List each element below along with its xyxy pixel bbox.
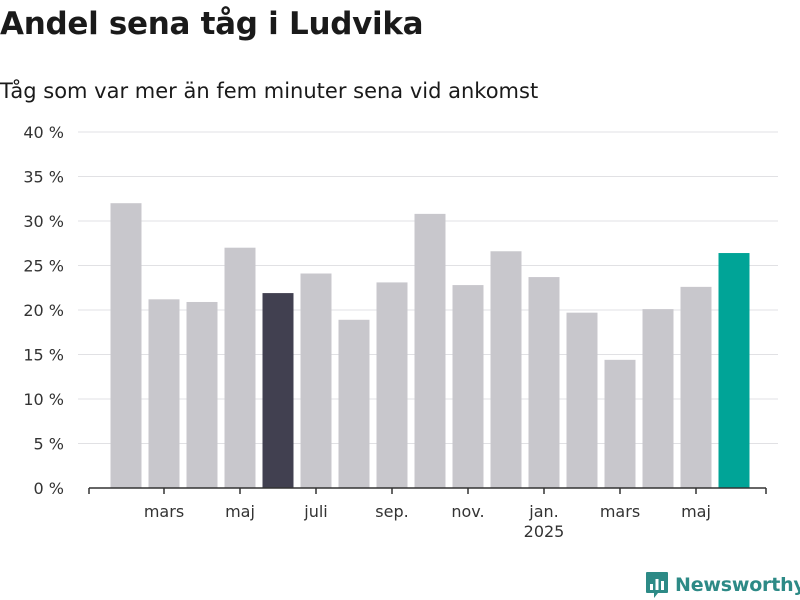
bar-2024-08	[338, 319, 370, 488]
y-axis-labels: 0 % 5 % 10 % 15 % 20 % 25 % 30 % 35 % 40 %	[23, 123, 64, 498]
newsworthy-logo-icon	[646, 572, 668, 598]
y-tick-label: 20 %	[23, 301, 64, 320]
chart-bars	[110, 203, 750, 488]
x-tick-label: mars	[600, 502, 640, 521]
y-tick-label: 25 %	[23, 257, 64, 276]
bar-2025-02	[566, 312, 598, 488]
bar-2025-06	[718, 253, 750, 488]
bar-2024-04	[186, 301, 218, 488]
x-tick-label: maj	[225, 502, 255, 521]
newsworthy-brand: Newsworthy	[645, 570, 800, 600]
bar-2024-03	[148, 299, 180, 488]
y-tick-label: 0 %	[34, 479, 64, 498]
page-subtitle: Tåg som var mer än fem minuter sena vid …	[0, 79, 539, 103]
bar-2025-04	[642, 309, 674, 488]
x-tick-label: maj	[681, 502, 711, 521]
bar-2025-05	[680, 286, 712, 488]
y-tick-label: 35 %	[23, 168, 64, 187]
page-title: Andel sena tåg i Ludvika	[0, 6, 424, 42]
x-tick-label: juli	[303, 502, 327, 521]
bar-2024-02	[110, 203, 142, 488]
bar-2024-10	[414, 213, 446, 488]
bar-2024-11	[452, 285, 484, 488]
bar-2024-06	[262, 293, 294, 488]
x-tick-label: sep.	[375, 502, 408, 521]
y-tick-label: 10 %	[23, 390, 64, 409]
bar-2024-05	[224, 247, 256, 488]
x-tick-label: nov.	[451, 502, 484, 521]
bar-2024-12	[490, 251, 522, 488]
bar-2025-01	[528, 277, 560, 488]
y-tick-label: 5 %	[34, 435, 64, 454]
x-axis: mars maj juli sep. nov. jan.2025 mars maj	[88, 487, 767, 541]
bar-2025-03	[604, 359, 636, 488]
x-tick-year-label: 2025	[524, 522, 565, 541]
x-tick-label: jan.	[528, 502, 558, 521]
y-tick-label: 40 %	[23, 123, 64, 142]
y-tick-label: 15 %	[23, 346, 64, 365]
bar-2024-09	[376, 282, 408, 488]
bar-2024-07	[300, 273, 332, 488]
y-tick-label: 30 %	[23, 212, 64, 231]
x-tick-label: mars	[144, 502, 184, 521]
brand-name: Newsworthy	[675, 574, 800, 596]
